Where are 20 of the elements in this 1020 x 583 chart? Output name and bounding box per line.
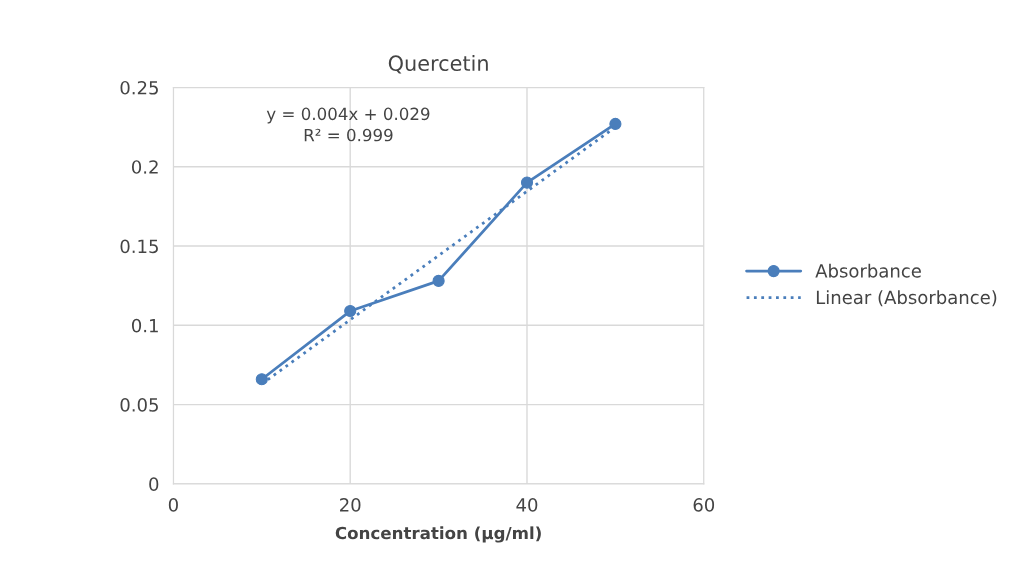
point (520, 176, 534, 189)
point (609, 117, 622, 130)
point (344, 304, 357, 318)
y-tick-label: 0.2 (131, 160, 158, 174)
x-tick-label: 40 (516, 498, 538, 512)
legend-label: Absorbance (815, 263, 921, 278)
x-tick-label: 60 (693, 498, 715, 512)
x-tick-label: 0 (168, 498, 178, 512)
point (432, 274, 445, 287)
y-tick-label: 0.15 (120, 239, 158, 254)
point (255, 373, 268, 386)
y-tick-label: 0 (149, 477, 159, 492)
y-tick-label: 0.25 (120, 80, 158, 95)
x-axis-title: Concentration (µg/ml) (335, 526, 541, 543)
y-tick-label: 0.05 (120, 398, 158, 412)
annotation: y = 0.004x + 0.029 R² = 0.999 (266, 107, 430, 142)
x-tick-label: 20 (340, 498, 361, 512)
y-tick-label: 0.1 (131, 318, 158, 333)
chart-title: Quercetin (388, 54, 488, 74)
legend-label: Linear (Absorbance) (816, 290, 997, 307)
